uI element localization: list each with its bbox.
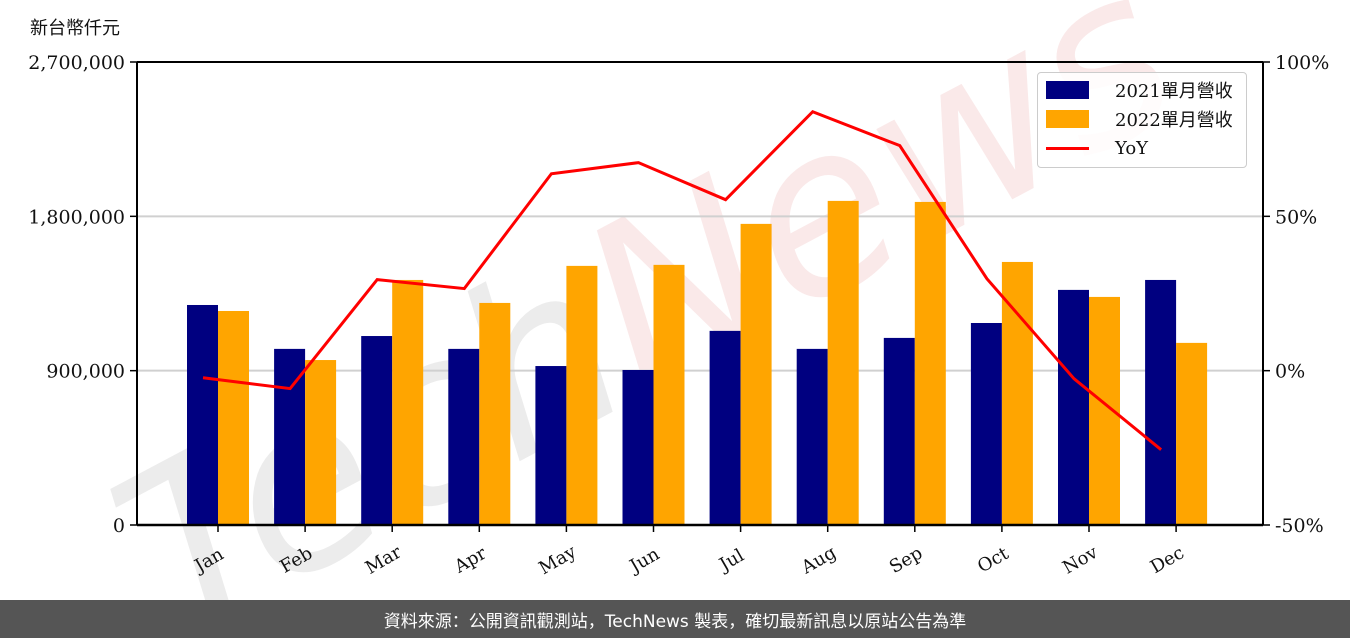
x-tick-label: Dec [1147, 542, 1188, 578]
bar-2021 [448, 348, 480, 525]
legend-item-2021: 2021單月營收 [1046, 79, 1233, 102]
x-tick-label: Jul [714, 545, 748, 577]
legend-label: YoY [1115, 137, 1149, 159]
bar-2021 [970, 322, 1002, 525]
bar-2022 [305, 360, 337, 525]
source-text: 資料來源：公開資訊觀測站，TechNews 製表，確切最新訊息以原站公告為準 [383, 611, 967, 632]
legend-label: 2021單月營收 [1115, 81, 1233, 102]
bar-2021 [1058, 289, 1089, 525]
legend-swatch-2022-icon [1046, 110, 1089, 128]
bar-2021 [535, 366, 567, 525]
bar-2021 [1145, 279, 1177, 525]
chart-legend: 2021單月營收 2022單月營收 YoY [1037, 72, 1247, 168]
y-right-tick-label: 100% [1275, 52, 1329, 74]
combo-bar-line-chart: TechNews0900,0001,800,0002,700,000-50%0%… [28, 0, 1329, 600]
bar-2022 [566, 265, 598, 525]
bar-2022 [479, 302, 511, 525]
bar-2022 [1001, 261, 1033, 525]
y-right-tick-label: 50% [1275, 206, 1317, 228]
legend-line-yoy-icon [1046, 146, 1089, 150]
legend-swatch-2021-icon [1046, 81, 1089, 99]
chart-container: 新台幣仟元 TechNews0900,0001,800,0002,700,000… [28, 0, 1329, 600]
y-tick-label: 0 [113, 515, 125, 537]
y-right-tick-label: -50% [1275, 515, 1324, 537]
y-tick-label: 1,800,000 [28, 206, 125, 228]
bar-2022 [914, 201, 946, 525]
x-tick-label: Aug [797, 542, 840, 579]
x-tick-label: Nov [1059, 542, 1102, 579]
y-right-tick-label: 0% [1275, 361, 1305, 383]
bar-2021 [883, 337, 915, 525]
bar-2021 [361, 336, 393, 525]
bar-2021 [622, 369, 654, 525]
yoy-line [202, 109, 1163, 451]
bar-2021 [709, 330, 741, 525]
legend-item-yoy: YoY [1046, 137, 1148, 159]
x-tick-label: Jun [625, 543, 664, 578]
x-tick-label: Oct [974, 543, 1013, 578]
legend-item-2022: 2022單月營收 [1046, 108, 1233, 131]
bar-2022 [218, 310, 249, 525]
bar-2022 [740, 223, 772, 525]
bar-2022 [827, 200, 859, 525]
bar-2022 [1176, 342, 1208, 525]
y-tick-label: 2,700,000 [28, 52, 125, 74]
y-axis-unit-label: 新台幣仟元 [30, 18, 120, 39]
bar-2022 [392, 279, 424, 525]
bar-2021 [796, 348, 828, 525]
bar-2021 [187, 304, 218, 525]
legend-label: 2022單月營收 [1115, 110, 1233, 131]
y-tick-label: 900,000 [46, 361, 125, 383]
source-footer: 資料來源：公開資訊觀測站，TechNews 製表，確切最新訊息以原站公告為準 [0, 600, 1350, 638]
x-tick-label: May [535, 541, 580, 579]
bar-2022 [653, 264, 685, 525]
x-tick-label: Sep [886, 543, 926, 578]
